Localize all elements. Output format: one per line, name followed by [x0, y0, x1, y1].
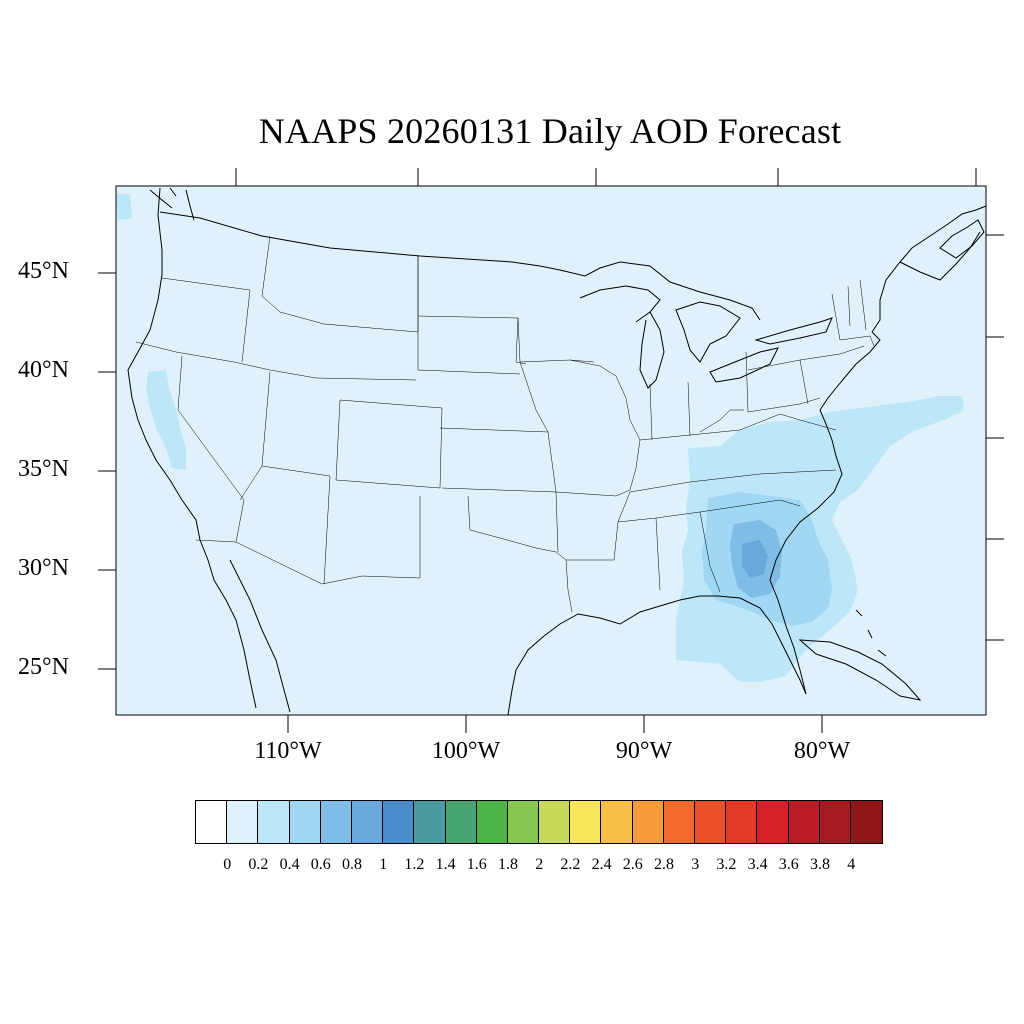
- lon-label-100w: 100°W: [431, 738, 501, 764]
- colorbar-tick-label: 2: [535, 856, 544, 873]
- colorbar-box: [632, 801, 664, 843]
- colorbar-tick-label: 2.2: [560, 856, 581, 873]
- colorbar-tick-label: 1.8: [498, 856, 518, 873]
- state-boundaries: [135, 235, 875, 613]
- colorbar-tick-label: 1: [379, 856, 388, 873]
- colorbar-box: [476, 801, 508, 843]
- aod-plumes: [116, 194, 964, 682]
- plume-california: [146, 370, 186, 470]
- colorbar-box: [507, 801, 540, 843]
- colorbar-tick-label: 3.4: [747, 856, 768, 873]
- colorbar-tick-label: 0.4: [279, 856, 300, 873]
- lat-label-45: 45°N: [18, 258, 69, 284]
- map-frame: [115, 185, 987, 716]
- colorbar-box: [570, 801, 602, 843]
- colorbar-box: [757, 801, 789, 843]
- plume-northeast: [896, 396, 964, 436]
- colorbar-box: [196, 801, 228, 843]
- plume-nw-corner: [116, 194, 132, 220]
- colorbar-tick-label: 0.8: [342, 856, 362, 873]
- colorbar-box: [601, 801, 633, 843]
- colorbar-tick-label: 3.8: [810, 856, 830, 873]
- colorbar-box: [726, 801, 758, 843]
- colorbar-box: [414, 801, 446, 843]
- colorbar-tick-label: 3: [691, 856, 700, 873]
- axis-ticks: [98, 168, 1004, 733]
- coastlines: [127, 187, 987, 716]
- colorbar-tick-label: 4: [847, 856, 856, 873]
- lat-label-25: 25°N: [18, 654, 69, 680]
- colorbar-box: [258, 801, 290, 843]
- colorbar-box: [850, 801, 883, 843]
- colorbar: [195, 800, 884, 844]
- colorbar-tick-label: 2.4: [591, 856, 612, 873]
- lon-label-90w: 90°W: [615, 738, 673, 764]
- colorbar-tick-label: 2.8: [654, 856, 674, 873]
- lat-label-35: 35°N: [18, 456, 69, 482]
- colorbar-tick-label: 2.6: [622, 856, 643, 873]
- lat-label-30: 30°N: [18, 555, 69, 581]
- colorbar-tick-label: 1.6: [466, 856, 487, 873]
- colorbar-box: [663, 801, 695, 843]
- colorbar-box: [351, 801, 384, 843]
- lon-label-110w: 110°W: [254, 738, 322, 764]
- lat-label-40: 40°N: [18, 357, 69, 383]
- colorbar-tick-label: 3.2: [716, 856, 737, 873]
- colorbar-box: [383, 801, 415, 843]
- map-title: NAAPS 20260131 Daily AOD Forecast: [258, 111, 842, 151]
- colorbar-tick-label: 0.6: [310, 856, 331, 873]
- colorbar-box: [445, 801, 477, 843]
- colorbar-tick-label: 3.6: [778, 856, 799, 873]
- colorbar-tick-label: 0.2: [248, 856, 269, 873]
- plume-georgia-max: [742, 540, 768, 578]
- colorbar-tick-label: 1.4: [435, 856, 456, 873]
- colorbar-box: [227, 801, 259, 843]
- colorbar-box: [320, 801, 352, 843]
- colorbar-box: [289, 801, 321, 843]
- colorbar-tick-label: 0: [223, 856, 232, 873]
- colorbar-box: [819, 801, 851, 843]
- colorbar-tick-label: 1.2: [404, 856, 425, 873]
- colorbar-box: [539, 801, 571, 843]
- colorbar-box: [788, 801, 820, 843]
- plume-southeast: [676, 396, 962, 682]
- colorbar-box: [695, 801, 727, 843]
- lon-label-80w: 80°W: [793, 738, 851, 764]
